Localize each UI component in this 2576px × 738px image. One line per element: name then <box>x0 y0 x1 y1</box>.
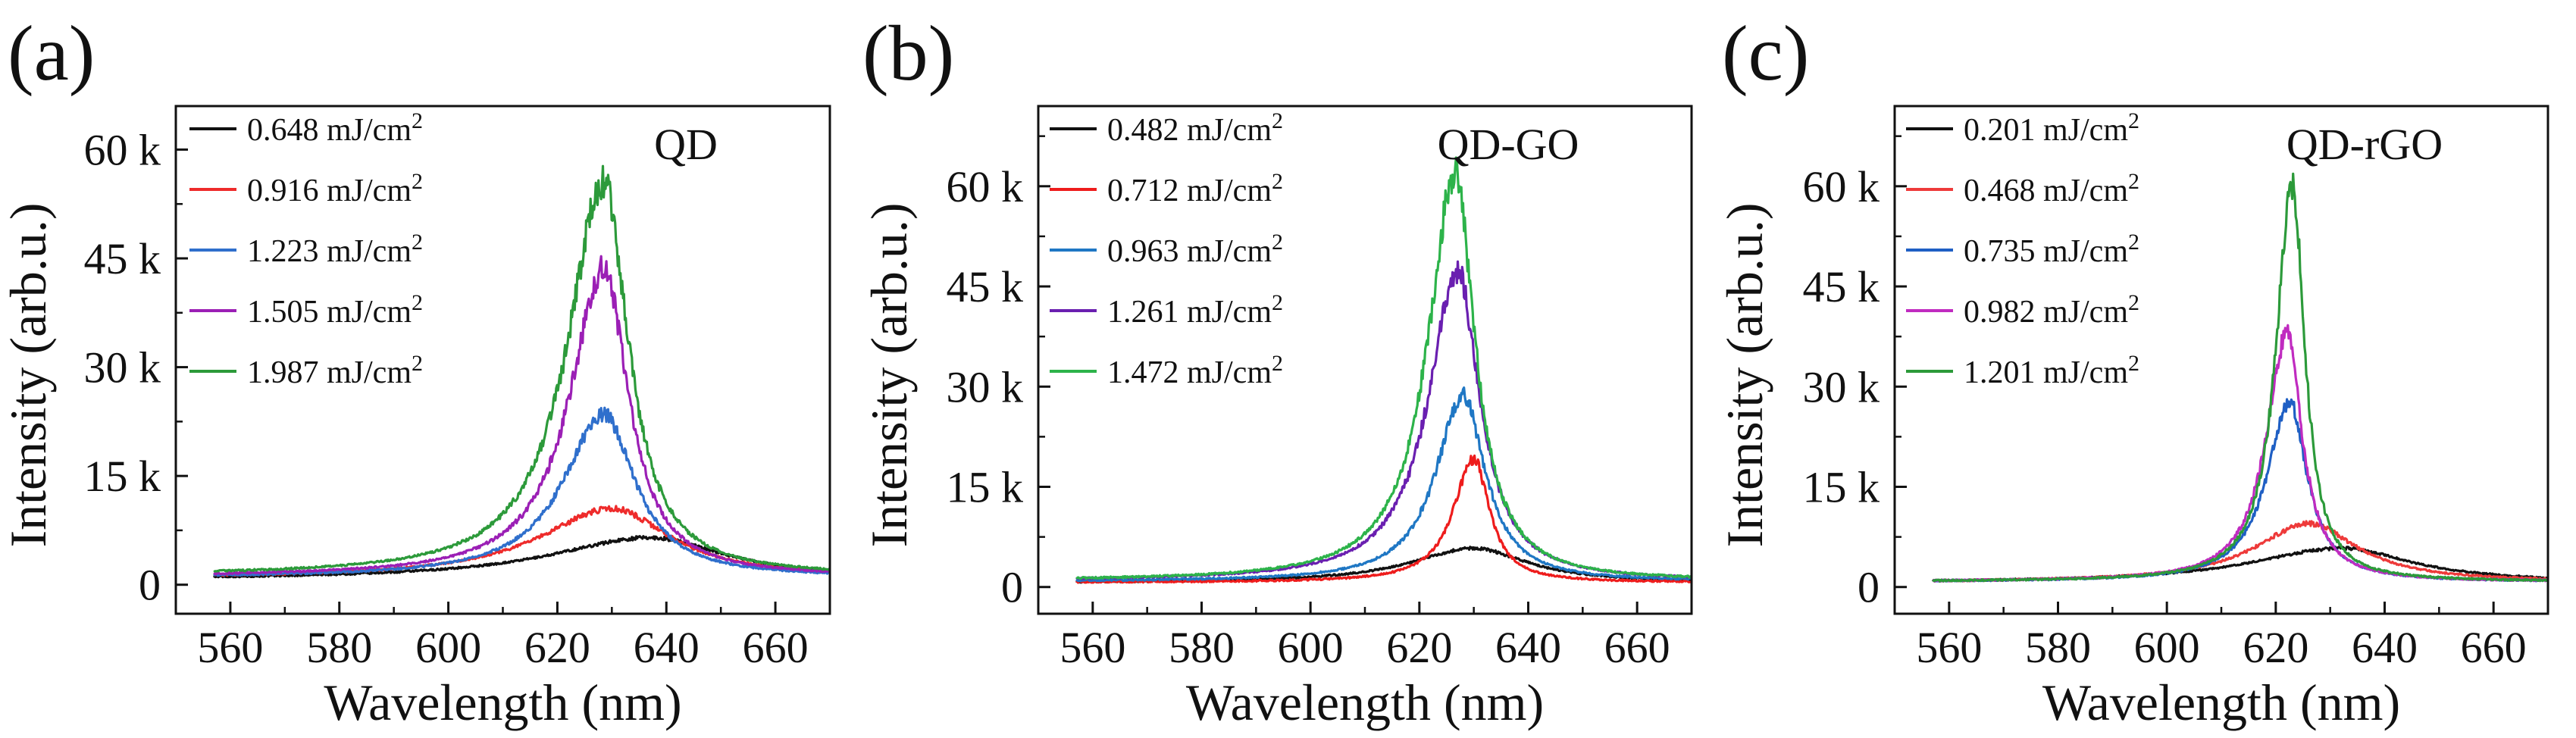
legend-label: 1.505 mJ/cm2 <box>247 290 423 330</box>
x-tick-label: 620 <box>2243 623 2308 672</box>
x-tick-label: 660 <box>2461 623 2527 672</box>
legend-superscript: 2 <box>412 169 423 194</box>
x-tick-label: 600 <box>1278 623 1344 672</box>
y-axis-title: Intensity (arb.u.) <box>0 202 57 547</box>
x-tick-label: 620 <box>1386 623 1452 672</box>
panel-label: (a) <box>8 10 95 97</box>
legend-label: 1.472 mJ/cm2 <box>1107 351 1283 390</box>
legend-label: 0.963 mJ/cm2 <box>1107 230 1283 269</box>
legend-label: 0.648 mJ/cm2 <box>247 108 423 148</box>
x-tick-label: 580 <box>2025 623 2091 672</box>
legend-label: 1.201 mJ/cm2 <box>1964 351 2139 390</box>
y-tick-label: 45 k <box>84 234 161 283</box>
x-axis-title: Wavelength (nm) <box>2042 674 2400 731</box>
x-axis-title: Wavelength (nm) <box>1186 674 1544 731</box>
y-axis-title: Intensity (arb.u.) <box>1716 202 1773 547</box>
x-tick-label: 560 <box>1916 623 1982 672</box>
legend-superscript: 2 <box>412 230 423 255</box>
legend-superscript: 2 <box>2128 169 2139 194</box>
x-tick-label: 580 <box>306 623 372 672</box>
series-line-1.201 <box>1932 172 2549 583</box>
series-line-1.223 <box>213 406 831 577</box>
y-axis-title: Intensity (arb.u.) <box>860 202 918 547</box>
y-tick-label: 60 k <box>84 125 161 174</box>
legend-superscript: 2 <box>1272 290 1283 315</box>
legend-label: 0.735 mJ/cm2 <box>1964 230 2139 269</box>
y-tick-label: 15 k <box>84 452 161 501</box>
legend-label: 0.201 mJ/cm2 <box>1964 108 2139 148</box>
sample-label: QD <box>654 120 718 169</box>
legend-superscript: 2 <box>412 351 423 376</box>
chart-panel-2: 560 580 600 620 640 660 0 15 k 30 k 45 k 60 k Wavel… <box>860 10 1693 731</box>
legend-label: 1.223 mJ/cm2 <box>247 230 423 269</box>
x-tick-label: 660 <box>743 623 809 672</box>
legend-label: 0.468 mJ/cm2 <box>1964 169 2139 208</box>
series-line-1.987 <box>213 164 831 574</box>
legend-superscript: 2 <box>2128 230 2139 255</box>
legend-label: 1.261 mJ/cm2 <box>1107 290 1283 330</box>
chart-panel-1: 560 580 600 620 640 660 0 15 k 30 k 45 k 60 k Wavel… <box>0 10 831 731</box>
x-tick-label: 580 <box>1169 623 1235 672</box>
legend-superscript: 2 <box>412 108 423 133</box>
y-tick-label: 30 k <box>1803 362 1880 411</box>
x-tick-label: 600 <box>2134 623 2200 672</box>
y-tick-label: 45 k <box>1803 262 1880 311</box>
x-tick-label: 560 <box>1060 623 1125 672</box>
panel-label: (b) <box>862 10 954 97</box>
x-tick-label: 640 <box>2352 623 2418 672</box>
x-axis-title: Wavelength (nm) <box>324 674 681 731</box>
y-tick-label: 15 k <box>947 463 1024 512</box>
sample-label: QD-rGO <box>2286 120 2443 169</box>
y-tick-label: 0 <box>139 561 161 610</box>
x-tick-label: 620 <box>524 623 590 672</box>
x-tick-label: 640 <box>1495 623 1561 672</box>
legend-label: 0.916 mJ/cm2 <box>247 169 423 208</box>
series-line-0.963 <box>1075 386 1692 583</box>
y-tick-label: 30 k <box>947 362 1024 411</box>
legend-superscript: 2 <box>412 290 423 315</box>
legend-label: 0.982 mJ/cm2 <box>1964 290 2139 330</box>
y-tick-label: 0 <box>1001 563 1023 612</box>
chart-panel-3: 560 580 600 620 640 660 0 15 k 30 k 45 k 60 k Wavel… <box>1716 10 2549 731</box>
sample-label: QD-GO <box>1438 120 1579 169</box>
legend-label: 0.482 mJ/cm2 <box>1107 108 1283 148</box>
y-tick-label: 60 k <box>1803 162 1880 211</box>
y-tick-label: 30 k <box>84 343 161 392</box>
legend-superscript: 2 <box>1272 108 1283 133</box>
legend-label: 1.987 mJ/cm2 <box>247 351 423 390</box>
series-line-1.472 <box>1075 156 1692 580</box>
y-tick-label: 0 <box>1858 563 1880 612</box>
legend-superscript: 2 <box>1272 169 1283 194</box>
legend-superscript: 2 <box>2128 108 2139 133</box>
series-line-0.712 <box>1075 454 1692 584</box>
y-tick-label: 60 k <box>947 162 1024 211</box>
legend-superscript: 2 <box>1272 230 1283 255</box>
y-tick-label: 15 k <box>1803 463 1880 512</box>
y-tick-label: 45 k <box>947 262 1024 311</box>
x-tick-label: 560 <box>197 623 263 672</box>
legend-superscript: 2 <box>2128 351 2139 376</box>
series-line-1.505 <box>213 255 831 576</box>
x-tick-label: 640 <box>634 623 700 672</box>
x-tick-label: 660 <box>1604 623 1670 672</box>
legend-superscript: 2 <box>1272 351 1283 376</box>
panel-label: (c) <box>1722 10 1809 97</box>
legend-label: 0.712 mJ/cm2 <box>1107 169 1283 208</box>
x-tick-label: 600 <box>415 623 481 672</box>
legend-superscript: 2 <box>2128 290 2139 315</box>
